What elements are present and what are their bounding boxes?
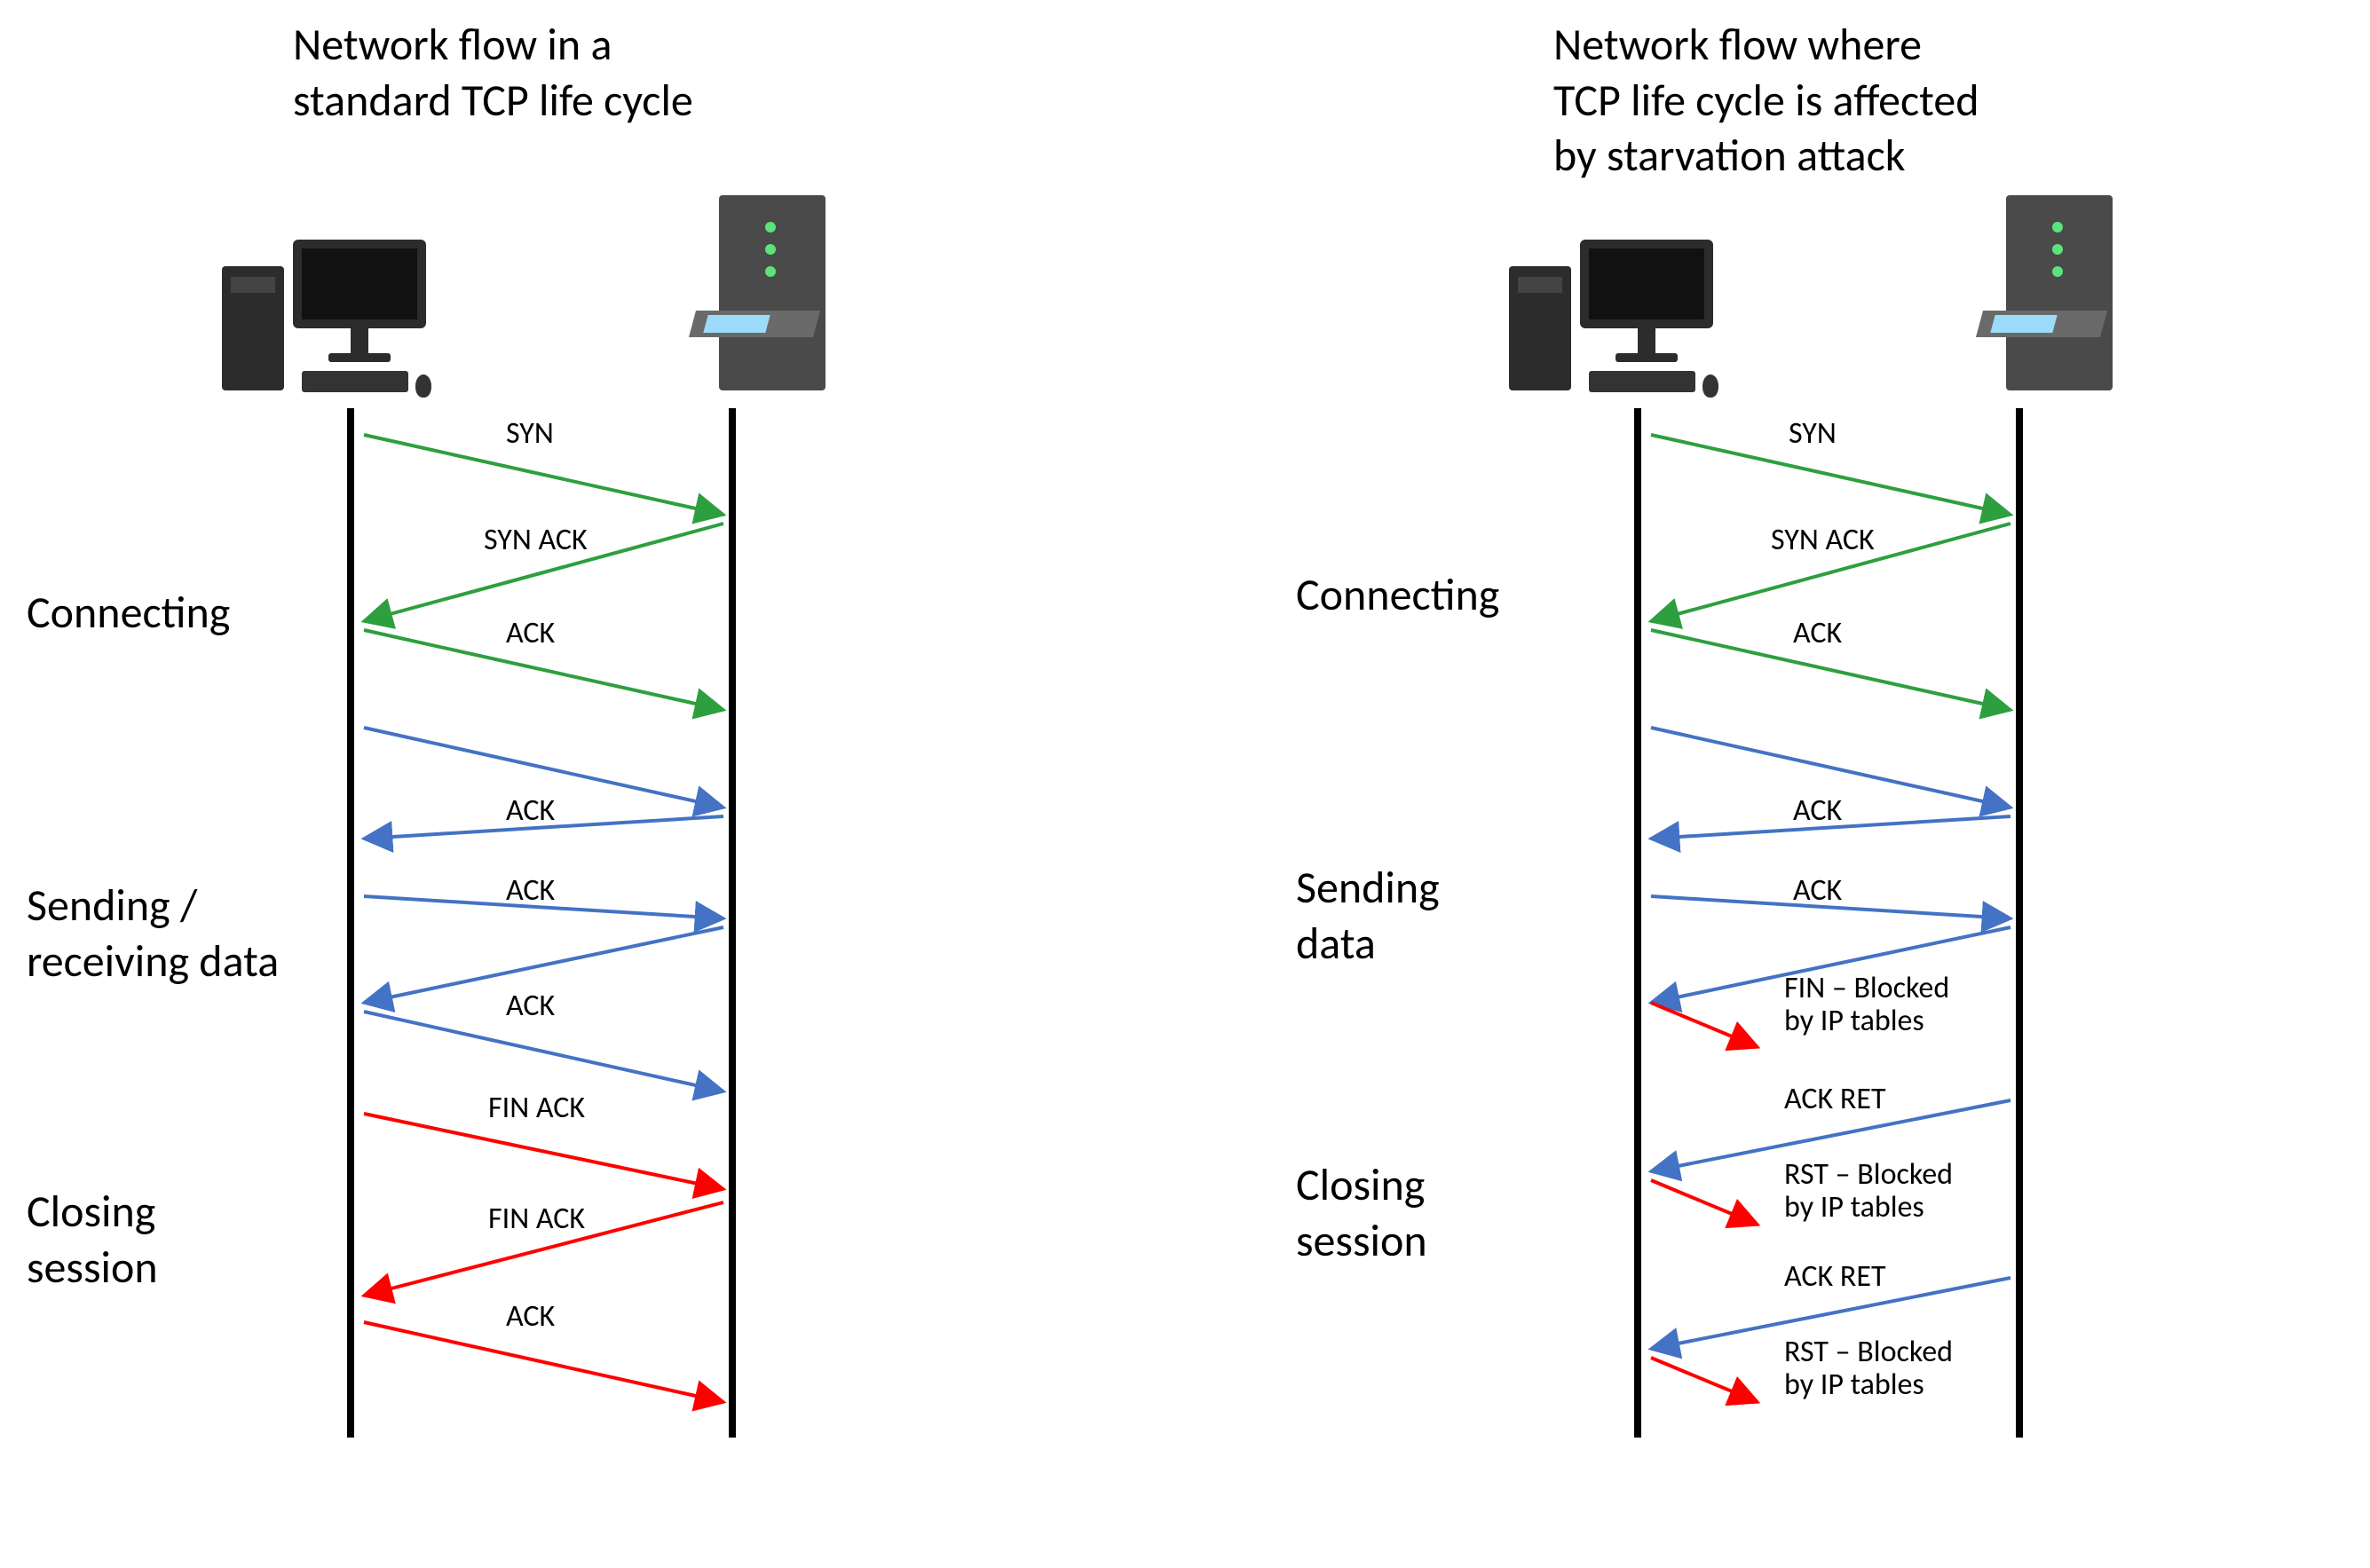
msg-label: RST – Blockedby IP tables <box>1784 1158 1953 1225</box>
msg-label: ACK RET <box>1784 1260 1886 1293</box>
diagram-canvas: Network flow in astandard TCP life cycle… <box>0 0 2370 1568</box>
right-arrows <box>0 0 2370 1568</box>
msg-label: RST – Blockedby IP tables <box>1784 1336 1953 1402</box>
msg-label: ACK <box>1793 617 1842 650</box>
msg-label: SYN <box>1789 417 1837 450</box>
msg-label: ACK <box>1793 794 1842 827</box>
msg-label: FIN – Blockedby IP tables <box>1784 972 1949 1038</box>
msg-label: SYN ACK <box>1771 524 1875 556</box>
arrow <box>1651 1003 1758 1047</box>
msg-label: ACK <box>1793 874 1842 907</box>
msg-label: ACK RET <box>1784 1083 1886 1115</box>
arrow <box>1651 1358 1758 1402</box>
arrow <box>1651 1180 1758 1225</box>
